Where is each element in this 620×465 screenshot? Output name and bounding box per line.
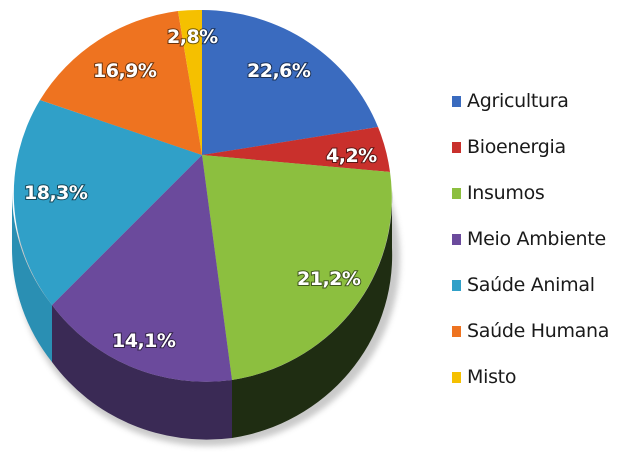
swatch-icon: [452, 95, 461, 107]
legend-item-bioenergia[interactable]: Bioenergia: [452, 124, 609, 170]
label-saude-humana: 16,9%: [93, 60, 157, 82]
legend-label: Saúde Humana: [467, 320, 610, 342]
slice-meio-ambiente[interactable]: [52, 155, 232, 382]
swatch-icon: [452, 325, 461, 337]
legend-label: Saúde Animal: [467, 274, 595, 296]
label-meio-ambiente: 14,1%: [112, 330, 176, 352]
legend-item-insumos[interactable]: Insumos: [452, 170, 609, 216]
label-agricultura: 22,6%: [247, 60, 311, 82]
slice-agricultura[interactable]: [202, 10, 378, 155]
pie-side: [11, 190, 393, 440]
swatch-icon: [452, 279, 461, 291]
pie-top: [13, 9, 392, 382]
swatch-icon: [452, 187, 461, 199]
legend: Agricultura Bioenergia Insumos Meio Ambi…: [452, 78, 609, 400]
swatch-icon: [452, 141, 461, 153]
swatch-icon: [452, 233, 461, 245]
legend-item-meio-ambiente[interactable]: Meio Ambiente: [452, 216, 609, 262]
legend-label: Misto: [467, 366, 517, 388]
legend-label: Bioenergia: [467, 136, 566, 158]
swatch-icon: [452, 371, 461, 383]
slice-bioenergia[interactable]: [202, 127, 390, 172]
slice-misto[interactable]: [178, 9, 202, 155]
legend-item-saude-humana[interactable]: Saúde Humana: [452, 308, 609, 354]
label-bioenergia: 4,2%: [326, 145, 377, 167]
legend-item-saude-animal[interactable]: Saúde Animal: [452, 262, 609, 308]
label-saude-animal: 18,3%: [24, 182, 88, 204]
legend-label: Insumos: [467, 182, 545, 204]
label-misto: 2,8%: [167, 26, 218, 48]
legend-label: Meio Ambiente: [467, 228, 606, 250]
label-insumos: 21,2%: [297, 268, 361, 290]
pie-chart: 22,6% 4,2% 21,2% 14,1% 18,3% 16,9% 2,8%: [11, 9, 400, 446]
slice-saude-humana[interactable]: [40, 11, 202, 155]
legend-item-agricultura[interactable]: Agricultura: [452, 78, 609, 124]
slice-labels: 22,6% 4,2% 21,2% 14,1% 18,3% 16,9% 2,8%: [23, 25, 379, 353]
legend-label: Agricultura: [467, 90, 569, 112]
legend-item-misto[interactable]: Misto: [452, 354, 609, 400]
slice-saude-animal[interactable]: [13, 100, 202, 305]
slice-insumos[interactable]: [202, 155, 392, 380]
